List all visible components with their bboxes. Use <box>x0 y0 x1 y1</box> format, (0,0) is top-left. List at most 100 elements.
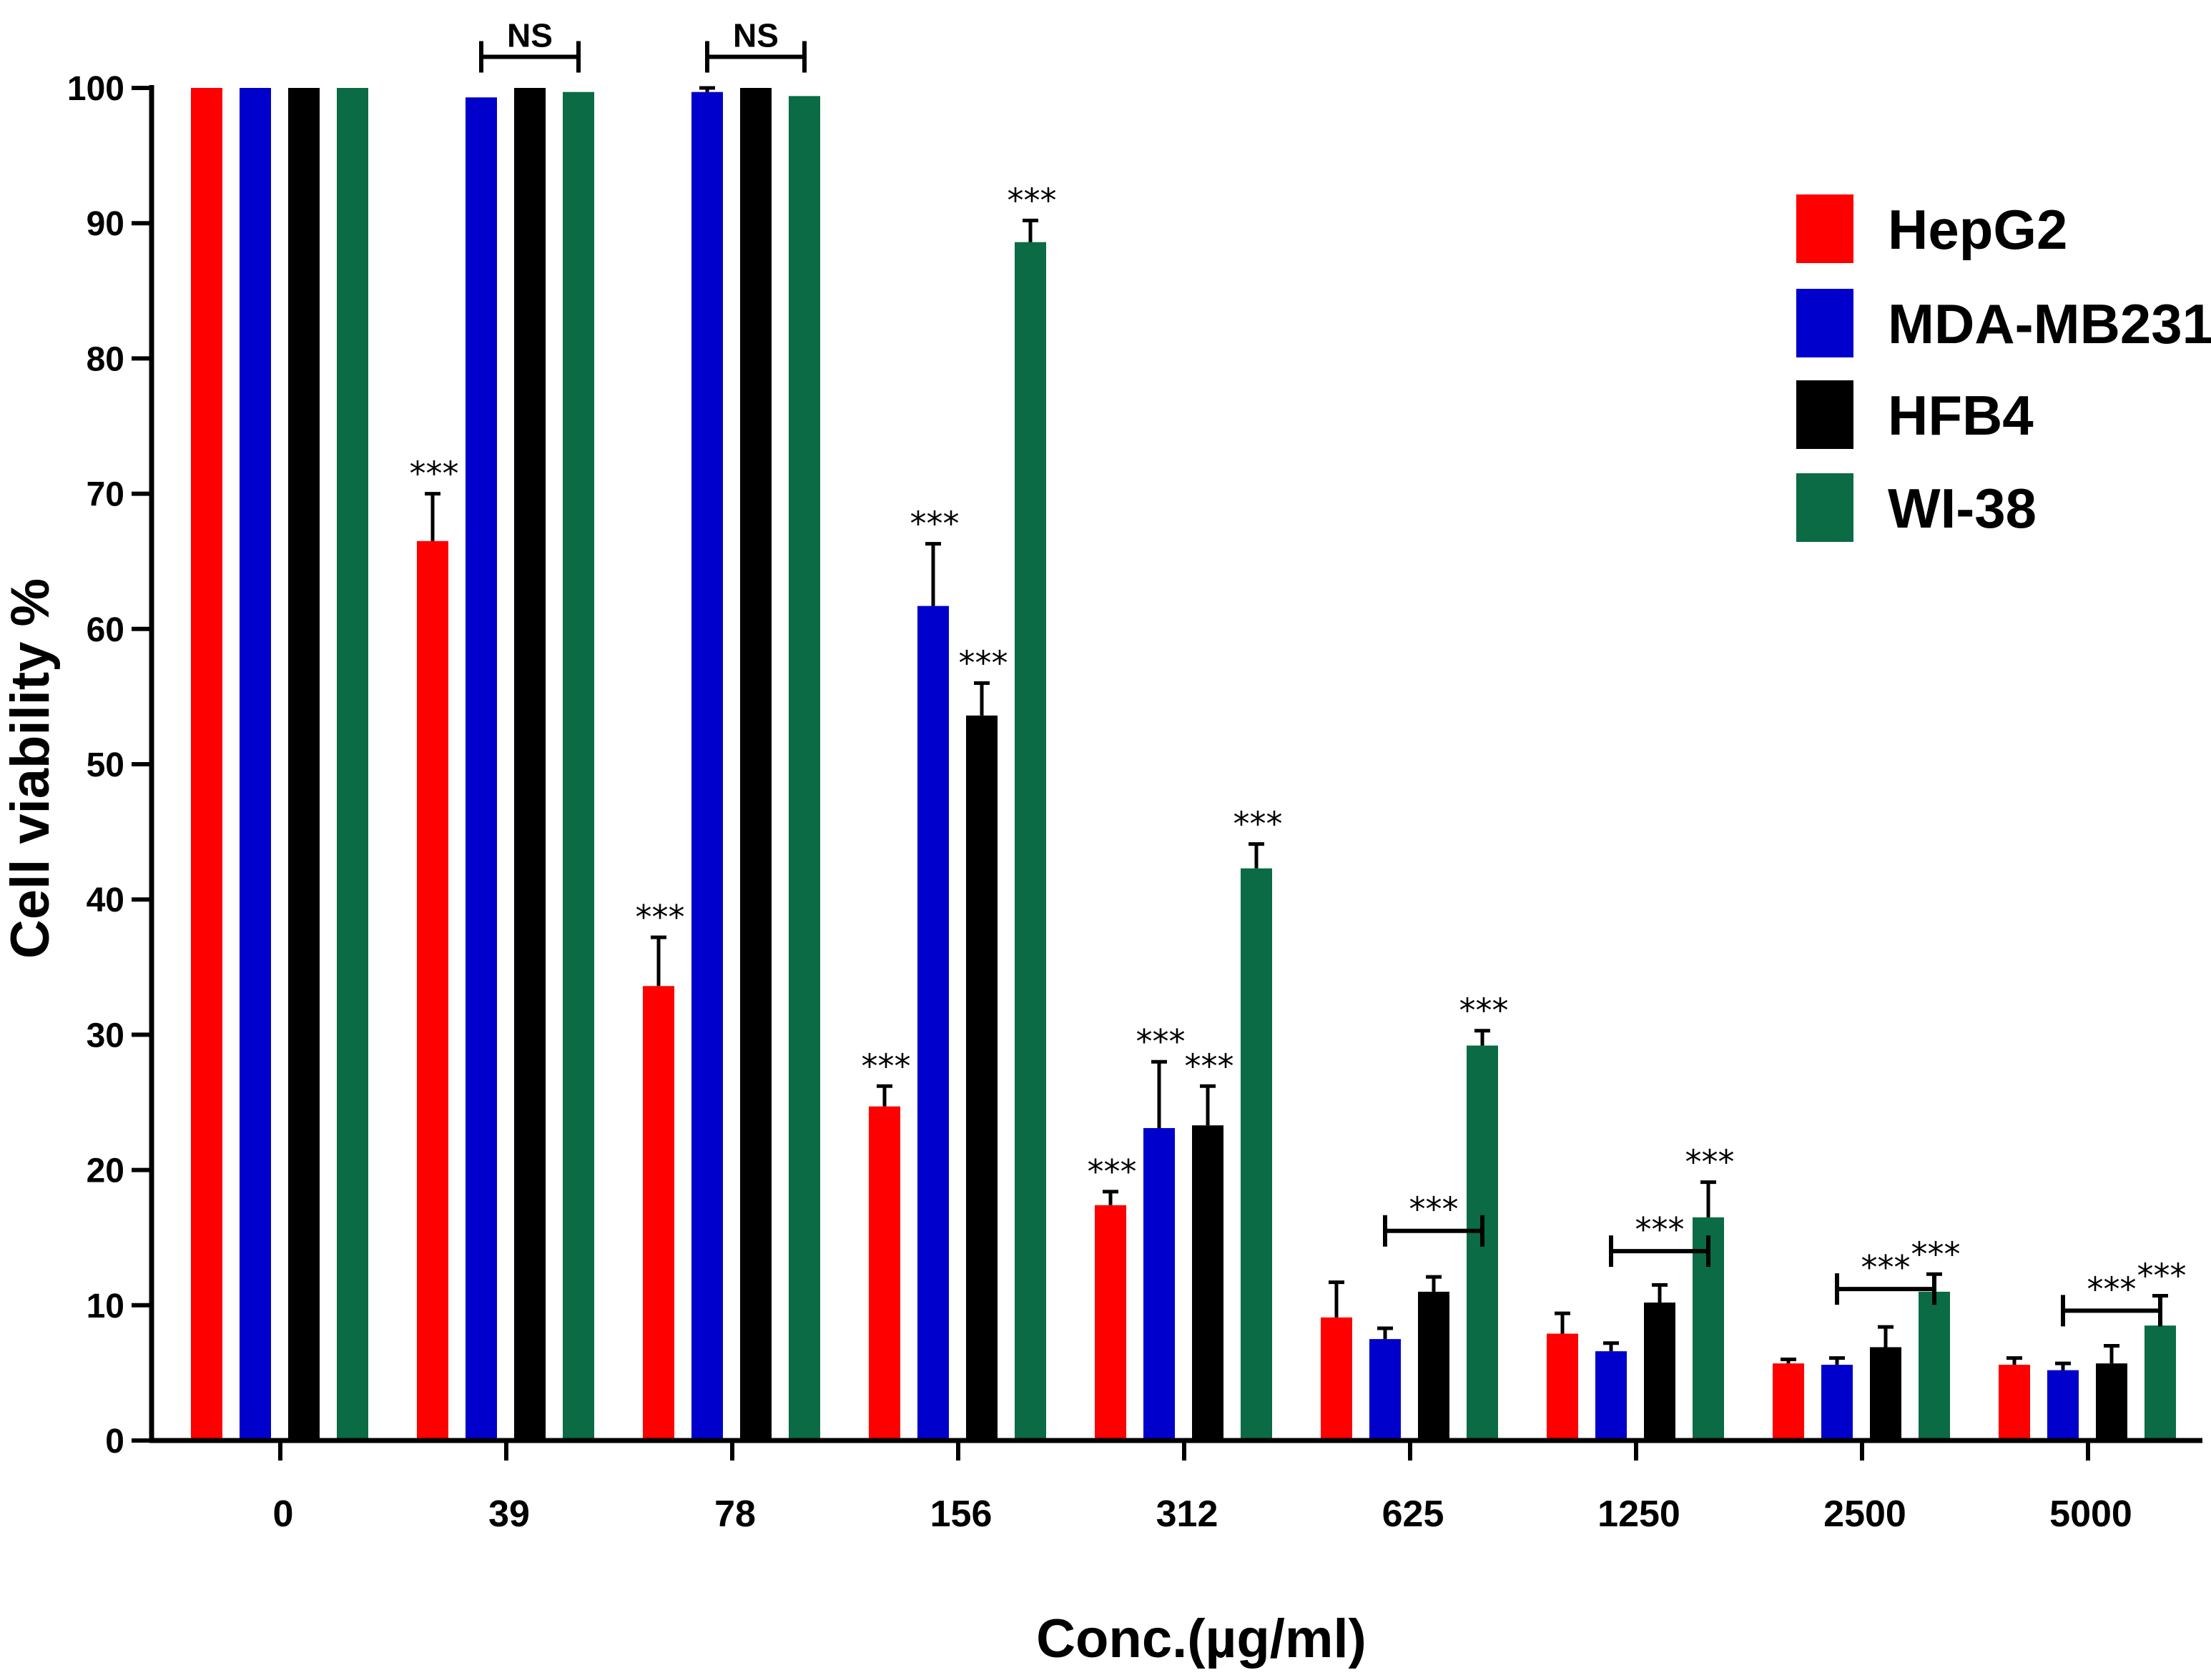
x-ticks-layer: 0 39 78 156 312 625 1250 2500 5000 <box>273 1441 2132 1535</box>
error-bar-mda-mb231-78 <box>699 86 715 92</box>
bracket-label-1250: *** <box>1635 1210 1685 1249</box>
error-bar-hepg2-78 <box>651 935 666 987</box>
bar-wi-38-0 <box>337 88 368 1441</box>
y-tick-label-10: 10 <box>87 1288 124 1325</box>
error-bar-hepg2-39 <box>425 492 440 541</box>
bar-hfb4-0 <box>288 88 320 1441</box>
error-bar-mda-mb231-625 <box>1377 1326 1393 1340</box>
significance-mark-mda-mb231-156: *** <box>910 505 960 543</box>
bar-wi-38-312 <box>1241 868 1272 1441</box>
bracket-label-78: NS <box>733 16 779 54</box>
bar-mda-mb231-39 <box>466 97 497 1441</box>
bar-hepg2-0 <box>191 88 222 1441</box>
x-tick-label-156: 156 <box>930 1493 993 1535</box>
x-tick-label-312: 312 <box>1156 1493 1218 1535</box>
bar-hfb4-156 <box>966 715 998 1441</box>
legend-label-mda-mb231: MDA-MB231 <box>1888 292 2211 355</box>
significance-mark-wi-38-625: *** <box>1459 992 1509 1030</box>
bar-mda-mb231-5000 <box>2047 1370 2079 1441</box>
error-bar-wi-38-625 <box>1474 1029 1490 1046</box>
error-bar-mda-mb231-2500 <box>1829 1356 1845 1365</box>
legend-swatch-mda-mb231 <box>1796 289 1853 357</box>
significance-marks-layer: ****************************************… <box>410 181 2187 1295</box>
bar-hfb4-625 <box>1418 1291 1449 1441</box>
bar-hepg2-5000 <box>1999 1365 2030 1441</box>
bar-mda-mb231-78 <box>691 92 723 1441</box>
significance-mark-hepg2-312: *** <box>1088 1152 1137 1191</box>
bracket-label-625: *** <box>1409 1190 1459 1229</box>
bracket-label-5000: *** <box>2087 1270 2137 1308</box>
error-bar-hfb4-5000 <box>2104 1344 2119 1364</box>
bracket-1250 <box>1609 1235 1710 1268</box>
error-bar-wi-38-156 <box>1023 218 1038 242</box>
x-tick-label-625: 625 <box>1382 1493 1444 1535</box>
legend: HepG2 MDA-MB231 HFB4 WI-38 <box>1796 194 2211 542</box>
bracket-78 <box>705 41 807 73</box>
significance-mark-hepg2-78: *** <box>636 898 685 937</box>
error-bar-wi-38-312 <box>1249 842 1264 869</box>
error-bar-wi-38-1250 <box>1700 1180 1716 1217</box>
bar-hepg2-625 <box>1321 1317 1352 1441</box>
y-tick-label-50: 50 <box>87 746 124 784</box>
significance-mark-wi-38-312: *** <box>1233 805 1283 844</box>
x-tick-label-5000: 5000 <box>2049 1493 2132 1535</box>
y-tick-label-0: 0 <box>105 1423 124 1461</box>
bracket-625 <box>1383 1215 1484 1247</box>
error-bar-hepg2-625 <box>1329 1280 1344 1318</box>
significance-mark-hfb4-312: *** <box>1185 1047 1234 1085</box>
y-axis-title: Cell viability % <box>0 578 61 959</box>
error-bar-mda-mb231-5000 <box>2055 1361 2071 1370</box>
legend-label-hepg2: HepG2 <box>1888 198 2067 261</box>
bar-hfb4-2500 <box>1870 1347 1901 1441</box>
y-tick-label-30: 30 <box>87 1017 124 1054</box>
error-bar-hfb4-625 <box>1426 1275 1442 1292</box>
bar-hepg2-1250 <box>1547 1333 1578 1441</box>
bracket-5000 <box>2061 1295 2162 1327</box>
error-bar-hepg2-2500 <box>1781 1357 1796 1364</box>
bar-mda-mb231-0 <box>240 88 271 1441</box>
bar-wi-38-156 <box>1015 242 1046 1441</box>
axes-layer <box>149 85 2202 1443</box>
significance-mark-hfb4-156: *** <box>959 643 1008 682</box>
bracket-2500 <box>1835 1273 1936 1305</box>
significance-mark-wi-38-156: *** <box>1008 181 1057 219</box>
significance-mark-hepg2-39: *** <box>410 455 459 493</box>
x-axis-title: Conc.(µg/ml) <box>1036 1609 1367 1669</box>
bracket-39 <box>479 41 581 73</box>
bar-wi-38-78 <box>789 96 820 1441</box>
bar-mda-mb231-312 <box>1143 1127 1175 1441</box>
significance-mark-wi-38-2500: *** <box>1911 1235 1961 1273</box>
y-tick-label-90: 90 <box>87 205 124 243</box>
bar-mda-mb231-625 <box>1369 1339 1401 1441</box>
error-bar-hfb4-156 <box>974 681 990 716</box>
error-bar-hfb4-1250 <box>1652 1283 1668 1303</box>
x-tick-label-0: 0 <box>273 1493 294 1535</box>
bar-hepg2-78 <box>643 986 674 1441</box>
y-tick-label-100: 100 <box>67 70 124 108</box>
legend-swatch-wi-38 <box>1796 473 1853 542</box>
x-tick-label-1250: 1250 <box>1597 1493 1680 1535</box>
y-tick-label-20: 20 <box>87 1152 124 1190</box>
y-tick-label-70: 70 <box>87 476 124 514</box>
bar-mda-mb231-156 <box>917 606 949 1441</box>
bar-mda-mb231-2500 <box>1821 1365 1853 1441</box>
bar-wi-38-5000 <box>2144 1325 2176 1441</box>
legend-swatch-hfb4 <box>1796 380 1853 449</box>
bars-layer <box>191 88 2176 1441</box>
x-tick-label-39: 39 <box>488 1493 530 1535</box>
bar-hfb4-5000 <box>2096 1363 2127 1441</box>
error-bar-hepg2-5000 <box>2006 1356 2022 1365</box>
bar-hepg2-312 <box>1095 1205 1126 1441</box>
legend-label-hfb4: HFB4 <box>1888 384 2034 447</box>
y-tick-label-60: 60 <box>87 611 124 649</box>
x-tick-label-78: 78 <box>714 1493 756 1535</box>
y-tick-label-40: 40 <box>87 881 124 919</box>
error-bar-mda-mb231-1250 <box>1603 1341 1619 1352</box>
y-tick-label-80: 80 <box>87 340 124 378</box>
brackets-layer: NS NS************ <box>479 16 2162 1327</box>
bar-hfb4-78 <box>740 88 772 1441</box>
significance-mark-hepg2-156: *** <box>862 1047 911 1085</box>
bar-hfb4-1250 <box>1644 1303 1675 1441</box>
significance-mark-wi-38-1250: *** <box>1685 1143 1735 1182</box>
bracket-label-39: NS <box>507 16 553 54</box>
